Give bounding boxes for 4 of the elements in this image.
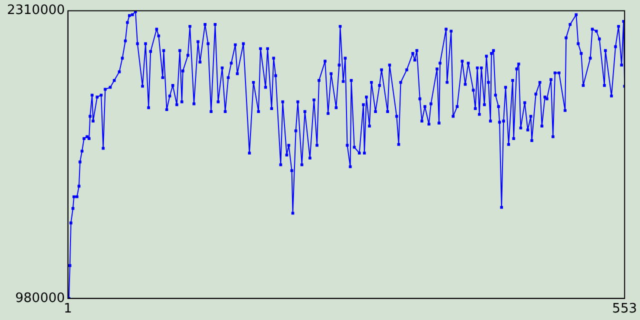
x-tick-label: 1 bbox=[64, 302, 72, 317]
x-tick-label: 553 bbox=[612, 302, 638, 317]
y-tick-label: 2310000 bbox=[6, 3, 65, 18]
y-tick-label: 980000 bbox=[15, 290, 65, 306]
